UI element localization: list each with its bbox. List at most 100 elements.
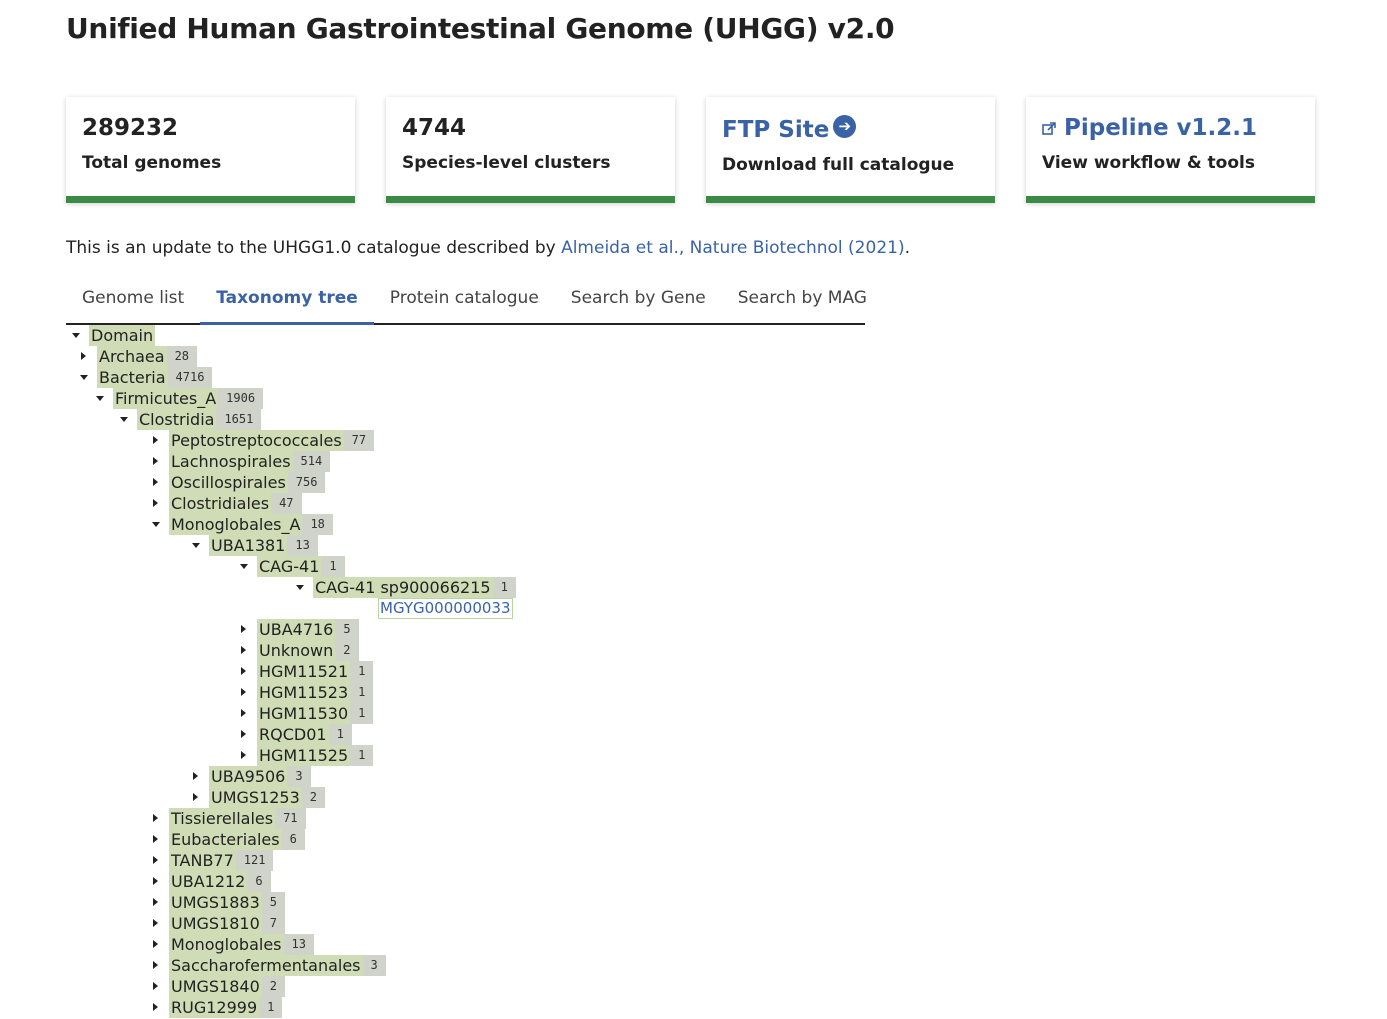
tree-node-label[interactable]: HGM11523 xyxy=(257,682,351,703)
pipeline-link[interactable]: Pipeline v1.2.1 xyxy=(1042,115,1257,141)
tree-node[interactable]: UBA1212 6 xyxy=(169,871,271,892)
ftp-site-link[interactable]: FTP Site ➔ xyxy=(722,114,857,143)
caret-right-icon[interactable] xyxy=(153,478,158,486)
tree-node-label[interactable]: Firmicutes_A xyxy=(113,388,219,409)
caret-down-icon[interactable] xyxy=(152,522,160,527)
caret-right-icon[interactable] xyxy=(241,730,246,738)
caret-right-icon[interactable] xyxy=(193,772,198,780)
tree-node[interactable]: UMGS1840 2 xyxy=(169,976,286,997)
tree-node[interactable]: Oscillospirales 756 xyxy=(169,472,326,493)
tree-node[interactable]: Lachnospirales 514 xyxy=(169,451,331,472)
caret-right-icon[interactable] xyxy=(241,646,246,654)
caret-right-icon[interactable] xyxy=(153,835,158,843)
tab-protein-catalogue[interactable]: Protein catalogue xyxy=(389,287,539,308)
tree-node-label[interactable]: CAG-41 xyxy=(257,556,322,577)
tree-node-label[interactable]: Peptostreptococcales xyxy=(169,430,344,451)
caret-right-icon[interactable] xyxy=(153,961,158,969)
citation-link[interactable]: Almeida et al., Nature Biotechnol (2021) xyxy=(561,238,905,258)
ftp-site-card[interactable]: FTP Site ➔ Download full catalogue xyxy=(706,97,995,203)
tree-node[interactable]: Clostridia 1651 xyxy=(137,409,262,430)
tree-node[interactable]: Domain xyxy=(89,325,156,346)
tab-taxonomy-tree[interactable]: Taxonomy tree xyxy=(200,275,374,325)
tree-node-label[interactable]: HGM11530 xyxy=(257,703,351,724)
tree-node[interactable]: Unknown 2 xyxy=(257,640,359,661)
tree-node-label[interactable]: CAG-41 sp900066215 xyxy=(313,577,493,598)
tree-node[interactable]: UBA9506 3 xyxy=(209,766,311,787)
tree-node[interactable]: RUG12999 1 xyxy=(169,997,283,1018)
caret-right-icon[interactable] xyxy=(241,709,246,717)
tree-node[interactable]: Monoglobales_A 18 xyxy=(169,514,333,535)
tree-node-label[interactable]: Domain xyxy=(89,325,156,346)
tree-node[interactable]: TANB77 121 xyxy=(169,850,274,871)
tab-search-by-gene[interactable]: Search by Gene xyxy=(570,287,706,308)
tree-node[interactable]: Eubacteriales 6 xyxy=(169,829,305,850)
tree-node-label[interactable]: HGM11525 xyxy=(257,745,351,766)
tree-node[interactable]: Archaea 28 xyxy=(97,346,198,367)
tree-node-label[interactable]: HGM11521 xyxy=(257,661,351,682)
caret-right-icon[interactable] xyxy=(153,814,158,822)
tree-node[interactable]: Peptostreptococcales 77 xyxy=(169,430,375,451)
caret-right-icon[interactable] xyxy=(153,1003,158,1011)
tree-node[interactable]: RQCD01 1 xyxy=(257,724,352,745)
tree-node[interactable]: Saccharofermentanales 3 xyxy=(169,955,386,976)
tree-node[interactable]: HGM11530 1 xyxy=(257,703,374,724)
tree-node-label[interactable]: Tissierellales xyxy=(169,808,276,829)
tree-node-label[interactable]: Clostridia xyxy=(137,409,217,430)
tree-node-label[interactable]: RUG12999 xyxy=(169,997,260,1018)
tree-node-label[interactable]: Clostridiales xyxy=(169,493,272,514)
tree-node-label[interactable]: UBA4716 xyxy=(257,619,336,640)
tree-node-label[interactable]: UMGS1810 xyxy=(169,913,262,934)
tree-node-label[interactable]: Unknown xyxy=(257,640,336,661)
tree-node-label[interactable]: Archaea xyxy=(97,346,167,367)
tree-node-label[interactable]: Lachnospirales xyxy=(169,451,293,472)
pipeline-card[interactable]: Pipeline v1.2.1 View workflow & tools xyxy=(1026,97,1315,203)
tree-node-label[interactable]: UMGS1883 xyxy=(169,892,262,913)
pipeline-label[interactable]: Pipeline v1.2.1 xyxy=(1064,115,1258,141)
caret-right-icon[interactable] xyxy=(153,457,158,465)
caret-right-icon[interactable] xyxy=(241,751,246,759)
tree-node-label[interactable]: UBA1381 xyxy=(209,535,288,556)
caret-down-icon[interactable] xyxy=(80,375,88,380)
tree-node[interactable]: HGM11525 1 xyxy=(257,745,374,766)
caret-right-icon[interactable] xyxy=(153,499,158,507)
caret-right-icon[interactable] xyxy=(153,877,158,885)
tree-node[interactable]: Bacteria 4716 xyxy=(97,367,213,388)
tree-node[interactable]: UBA1381 13 xyxy=(209,535,318,556)
ftp-site-label[interactable]: FTP Site xyxy=(722,117,830,143)
caret-down-icon[interactable] xyxy=(240,564,248,569)
tree-node-label[interactable]: Bacteria xyxy=(97,367,168,388)
caret-right-icon[interactable] xyxy=(241,625,246,633)
tree-node[interactable]: Firmicutes_A 1906 xyxy=(113,388,264,409)
tree-node-label[interactable]: Monoglobales xyxy=(169,934,284,955)
caret-down-icon[interactable] xyxy=(296,585,304,590)
caret-right-icon[interactable] xyxy=(153,982,158,990)
tree-node[interactable]: UMGS1810 7 xyxy=(169,913,286,934)
caret-right-icon[interactable] xyxy=(153,856,158,864)
tree-node[interactable]: HGM11523 1 xyxy=(257,682,374,703)
caret-right-icon[interactable] xyxy=(153,919,158,927)
tree-node[interactable]: CAG-41 sp900066215 1 xyxy=(313,577,516,598)
tree-node-label[interactable]: Saccharofermentanales xyxy=(169,955,363,976)
caret-right-icon[interactable] xyxy=(241,688,246,696)
tab-genome-list[interactable]: Genome list xyxy=(82,287,185,308)
caret-right-icon[interactable] xyxy=(241,667,246,675)
tree-node-label[interactable]: Monoglobales_A xyxy=(169,514,303,535)
caret-down-icon[interactable] xyxy=(192,543,200,548)
tree-node[interactable]: UMGS1883 5 xyxy=(169,892,286,913)
caret-right-icon[interactable] xyxy=(153,940,158,948)
tree-node[interactable]: HGM11521 1 xyxy=(257,661,374,682)
tree-node[interactable]: Clostridiales 47 xyxy=(169,493,302,514)
tree-node-label[interactable]: TANB77 xyxy=(169,850,236,871)
caret-down-icon[interactable] xyxy=(120,417,128,422)
tree-node-label[interactable]: UBA1212 xyxy=(169,871,248,892)
tab-search-by-mag[interactable]: Search by MAG xyxy=(737,287,867,308)
tree-node-label[interactable]: Oscillospirales xyxy=(169,472,288,493)
caret-down-icon[interactable] xyxy=(96,396,104,401)
tree-node[interactable]: UMGS1253 2 xyxy=(209,787,326,808)
tree-node[interactable]: Monoglobales 13 xyxy=(169,934,314,955)
caret-down-icon[interactable] xyxy=(72,333,80,338)
tree-node[interactable]: CAG-41 1 xyxy=(257,556,345,577)
caret-right-icon[interactable] xyxy=(81,352,86,360)
tree-node[interactable]: UBA4716 5 xyxy=(257,619,359,640)
tree-node-label[interactable]: RQCD01 xyxy=(257,724,329,745)
